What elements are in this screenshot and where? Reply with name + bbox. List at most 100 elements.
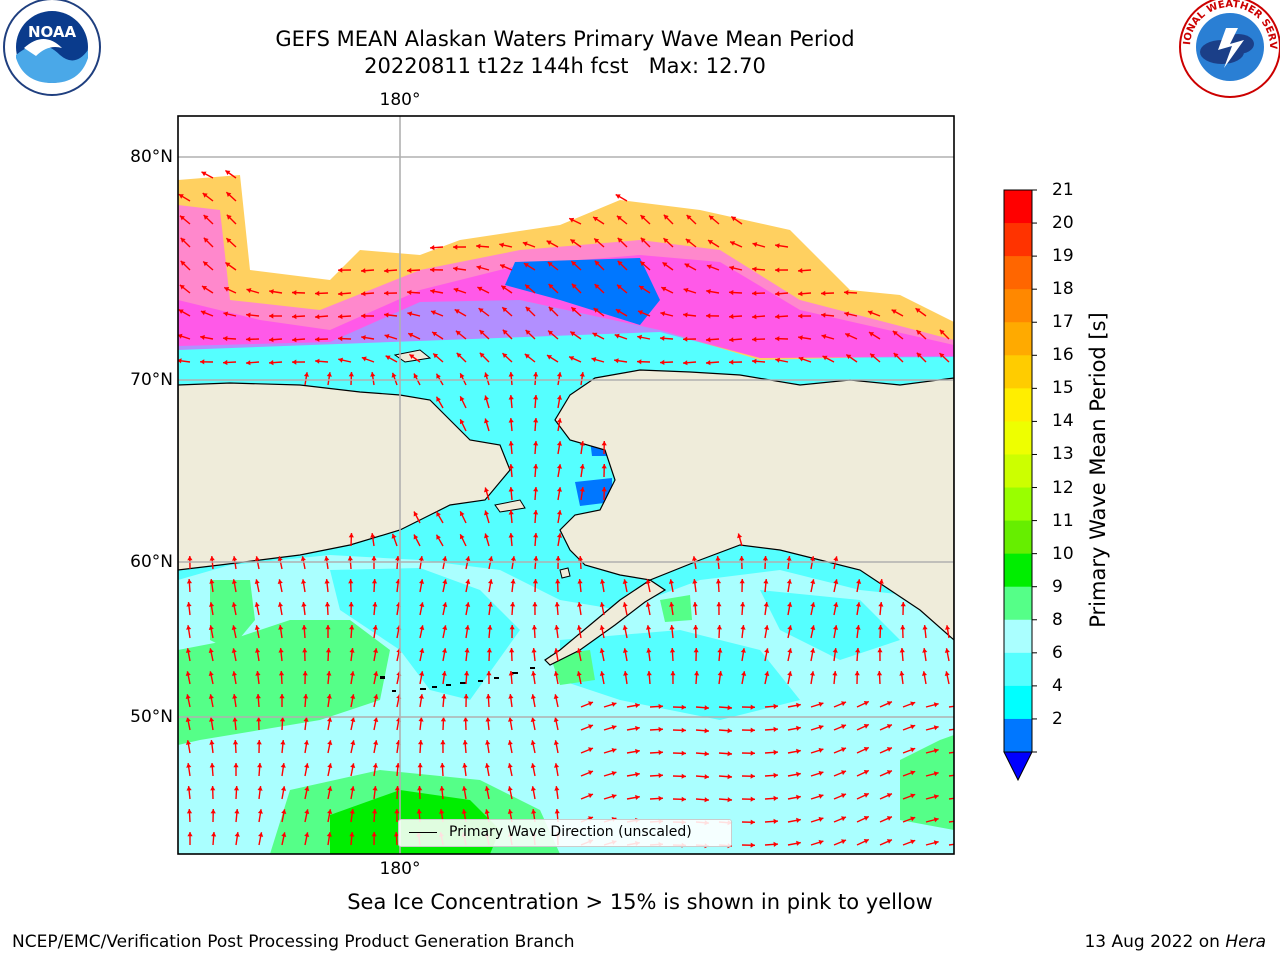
wave-arrow-head [484,763,490,768]
wave-arrow-head [646,648,652,653]
sea-ice-note: Sea Ice Concentration > 15% is shown in … [347,890,933,914]
wave-arrow-head [886,793,892,798]
footer-credit: NCEP/EMC/Verification Post Processing Pr… [12,932,575,952]
wave-arrow-head [818,816,824,822]
wave-arrow-head [556,395,562,400]
wave-arrow-head [530,786,536,791]
wave-arrow-head [439,809,445,814]
wave-arrow-head [385,355,391,361]
wave-arrow-head [863,701,869,706]
wave-arrow-head [796,748,801,754]
wave-arrow-head [508,671,514,676]
wave-arrow-head [818,839,824,845]
wave-arrow-head [645,579,651,584]
wave-arrow-head [556,533,562,538]
wave-arrow-head [350,763,356,768]
wave-arrow-head [717,648,723,653]
wave-arrow-head [571,307,577,313]
wave-arrow-head [533,418,539,423]
wave-arrow-head [361,356,367,362]
wave-arrow-head [773,818,778,824]
wave-arrow-head [348,533,354,538]
wave-arrow-head [361,313,366,319]
wave-arrow-head [957,726,962,731]
wave-arrow-head [373,671,379,676]
wave-arrow-head [454,309,460,314]
wave-arrow-head [841,770,846,776]
wave-arrow-head [304,832,310,837]
wave-arrow-shaft [948,774,954,777]
wave-arrow-head [844,290,849,296]
wave-arrow-head [200,334,205,340]
wave-arrow-head [487,625,493,630]
wave-arrow-head [810,648,816,653]
wave-arrow-head [639,285,645,291]
wave-arrow-head [479,330,485,335]
wave-arrow-head [548,330,553,336]
wave-arrow-head [891,309,897,314]
wave-arrow-head [508,372,514,377]
wave-arrow-head [508,717,514,722]
wave-arrow-head [933,771,939,777]
wave-arrow-head [810,602,816,607]
wave-arrow-head [845,333,851,338]
wave-arrow-head [418,556,424,561]
wave-arrow-head [395,763,401,768]
wave-arrow-head [484,533,489,539]
footer-date-text: 13 Aug 2022 on [1084,932,1220,952]
wave-arrow-head [303,740,309,745]
wave-arrow-head [407,311,413,317]
wave-arrow-head [660,311,666,317]
wave-arrow-head [737,533,743,539]
wave-arrow-head [863,724,869,729]
wave-arrow-head [773,772,778,778]
nws-logo: NATIONAL WEATHER SERVICE [0,0,1280,98]
wave-arrow-head [326,671,332,676]
wave-arrow-head [740,648,746,653]
wave-arrow-head [553,671,559,676]
wave-arrow-head [706,289,711,295]
wave-arrow-head [944,648,950,653]
wave-arrow-head [893,353,899,358]
colorbar-tick-label: 17 [1052,312,1074,333]
wave-arrow-head [548,284,554,289]
wave-arrow-head [209,602,215,607]
wave-arrow-head [203,261,209,267]
wave-arrow-head [232,556,238,561]
wave-arrow-head [750,750,755,756]
wave-arrow-head [508,418,514,423]
wave-arrow-head [588,816,593,822]
wave-arrow-head [300,556,306,561]
chart-subtitle: 20220811 t12z 144h fcst Max: 12.70 [364,54,766,78]
wave-arrow-head [394,809,400,814]
wave-arrow-head [476,243,481,249]
wave-arrow-head [186,625,192,630]
wave-arrow-head [255,694,261,699]
wave-arrow-head [599,648,605,653]
wave-arrow-head [599,602,605,607]
colorbar-tick-label: 16 [1052,345,1074,366]
wave-arrow-head [693,648,699,653]
wave-arrow-head [594,284,600,289]
wave-arrow-head [775,267,780,273]
wave-arrow-head [303,694,309,699]
wave-arrow-head [281,786,287,791]
wave-arrow-head [532,579,538,584]
wave-arrow-head [531,671,537,676]
wave-arrow-head [855,602,861,607]
wave-arrow-head [622,602,628,607]
wave-arrow-head [373,694,379,699]
wave-arrow-head [556,441,562,446]
wave-arrow-head [547,262,553,267]
colorbar-tick-label: 12 [1052,477,1074,498]
wave-arrow-head [246,336,251,342]
colorbar-tick-label: 15 [1052,378,1074,399]
wave-arrow-head [185,648,191,653]
wave-arrow-head [593,216,599,222]
wave-arrow-head [611,771,617,776]
wave-arrow-head [588,701,593,707]
wave-arrow-head [855,648,861,653]
wave-arrow-head [773,726,778,732]
wave-arrow-head [841,747,846,753]
wave-arrow-head [787,625,793,630]
